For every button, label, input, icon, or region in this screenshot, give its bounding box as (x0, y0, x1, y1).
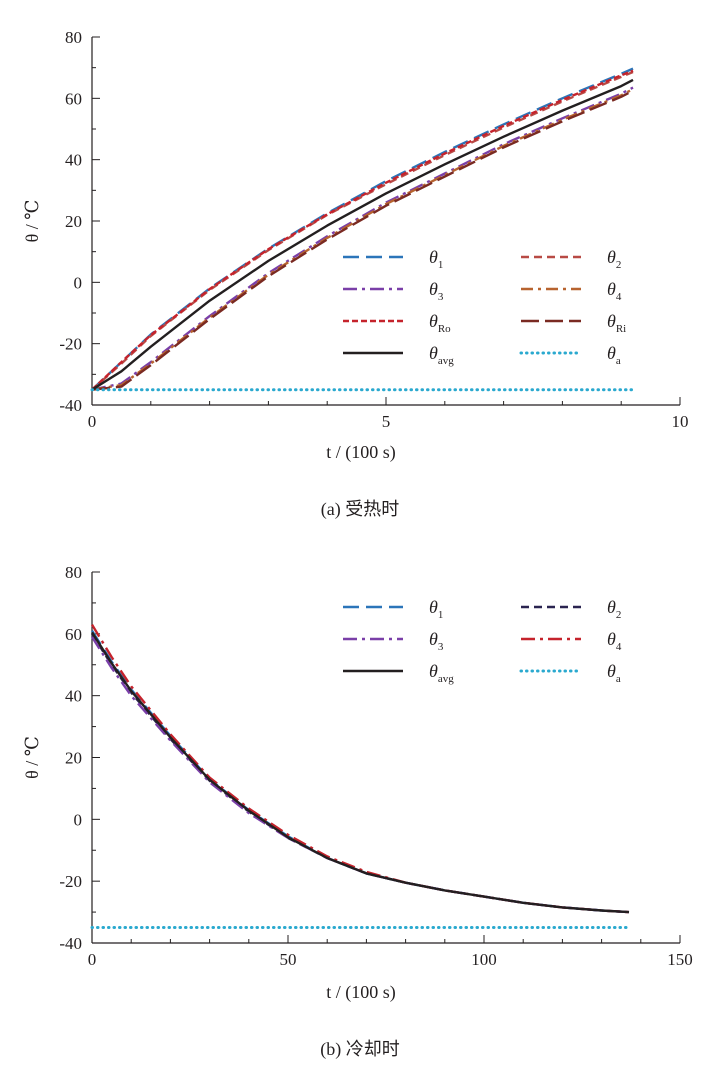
legend-label-1: θ1 (429, 597, 443, 621)
y-tick-label: 40 (65, 151, 82, 170)
legend-label-subscript: 3 (438, 291, 444, 303)
y-tick-label: -40 (59, 934, 82, 953)
series-line-Ri (91, 89, 634, 391)
legend-label-subscript: a (616, 673, 621, 685)
x-tick-label: 10 (672, 412, 689, 431)
legend-label-4: θ4 (607, 629, 622, 653)
legend-label-avg: θavg (429, 343, 454, 367)
chart-panel-b: -40 -20 0 20 40 60 80 0 50 100 150 t / (100 s) θ / ℃… (0, 537, 720, 1074)
legend-label-a: θa (607, 343, 621, 367)
y-tick-label: -20 (59, 335, 82, 354)
legend-label-1: θ1 (429, 247, 443, 271)
axes-b: -40 -20 0 20 40 60 80 0 50 100 150 (59, 563, 692, 969)
x-tick-label: 5 (382, 412, 391, 431)
y-tick-label: 0 (74, 810, 83, 829)
y-tick-label: 60 (65, 89, 82, 108)
legend-label-subscript: 4 (616, 641, 622, 653)
y-tick-label: 20 (65, 212, 82, 231)
legend-label-subscript: 4 (616, 291, 622, 303)
legend-label-subscript: 1 (438, 609, 444, 621)
x-tick-label: 0 (88, 950, 97, 969)
y-tick-label: 0 (74, 273, 83, 292)
x-axis-title: t / (100 s) (326, 982, 396, 1003)
series-line-4 (91, 88, 634, 391)
legend-label-subscript: 2 (616, 609, 622, 621)
series-line-Ro (91, 69, 634, 391)
axes-a: -40 -20 0 20 40 60 80 0 5 10 (59, 28, 688, 431)
chart-panel-a: -40 -20 0 20 40 60 80 0 5 10 t / (100 s) θ / ℃ θ1 θ2 θ… (22, 28, 689, 520)
legend-label-2: θ2 (607, 247, 621, 271)
y-axis-title: θ / ℃ (22, 736, 42, 779)
y-tick-label: 40 (65, 687, 82, 706)
series-line-avg (91, 78, 634, 391)
legend-label-subscript: 2 (616, 259, 622, 271)
x-tick-label: 150 (667, 950, 693, 969)
y-tick-label: 80 (65, 563, 82, 582)
y-axis-title: θ / ℃ (22, 200, 42, 243)
legend-label-4: θ4 (607, 279, 622, 303)
legend-label-subscript: avg (438, 355, 454, 367)
legend-label-subscript: 3 (438, 641, 444, 653)
legend-label-subscript: Ro (438, 323, 451, 335)
legend-label-2: θ2 (607, 597, 621, 621)
legend-label-subscript: avg (438, 673, 454, 685)
chart-b-svg: -40 -20 0 20 40 60 80 0 50 100 150 t / (100 s) θ / ℃… (22, 563, 693, 1060)
legend-label-3: θ3 (429, 629, 444, 653)
series-line-2 (91, 70, 634, 391)
legend-label-subscript: Ri (616, 323, 626, 335)
legend-b: θ1 θ2 θ3 θ4 θavg θa (343, 597, 622, 685)
legend-label-subscript: a (616, 355, 621, 367)
x-tick-label: 100 (471, 950, 497, 969)
legend-a: θ1 θ2 θ3 θ4 θRo θRi θavg θa (343, 247, 626, 367)
y-tick-label: 80 (65, 28, 82, 47)
x-tick-label: 0 (88, 412, 97, 431)
x-axis-title: t / (100 s) (326, 442, 396, 463)
y-tick-label: -40 (59, 396, 82, 415)
y-tick-label: 60 (65, 625, 82, 644)
chart-caption-a: (a) 受热时 (321, 499, 399, 520)
plot-area-b (90, 623, 631, 929)
chart-caption-b: (b) 冷却时 (320, 1039, 400, 1060)
legend-label-3: θ3 (429, 279, 444, 303)
y-tick-label: 20 (65, 749, 82, 768)
x-tick-label: 50 (280, 950, 297, 969)
legend-label-a: θa (607, 661, 621, 685)
legend-label-avg: θavg (429, 661, 454, 685)
plot-area-a (90, 67, 635, 392)
y-tick-label: -20 (59, 872, 82, 891)
series-line-avg (90, 631, 630, 914)
legend-label-Ri: θRi (607, 311, 626, 335)
series-line-3 (91, 86, 634, 391)
legend-label-subscript: 1 (438, 259, 444, 271)
legend-label-Ro: θRo (429, 311, 451, 335)
series-line-1 (91, 67, 634, 391)
series-line-4 (90, 623, 630, 914)
